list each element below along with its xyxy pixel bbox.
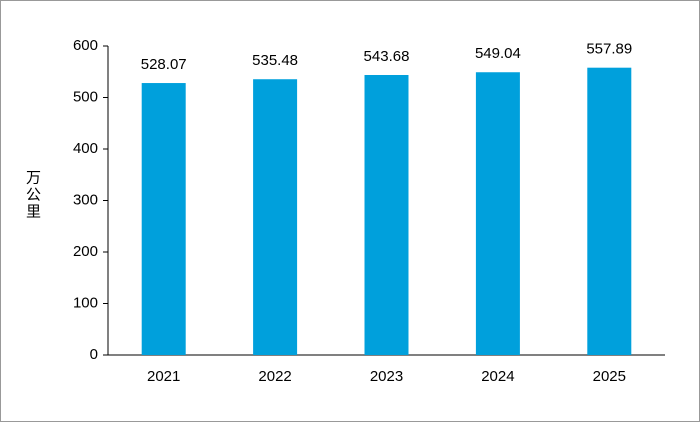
x-tick-label: 2023 bbox=[370, 368, 403, 385]
value-label: 535.48 bbox=[252, 52, 298, 69]
y-tick-label: 0 bbox=[90, 346, 98, 363]
bar bbox=[253, 79, 298, 356]
value-label: 557.89 bbox=[586, 41, 632, 58]
bar bbox=[364, 75, 409, 356]
value-label: 549.04 bbox=[475, 45, 521, 62]
y-tick-label: 300 bbox=[73, 191, 98, 208]
x-tick-label: 2021 bbox=[147, 368, 180, 385]
x-tick-label: 2025 bbox=[593, 368, 626, 385]
y-tick-label: 400 bbox=[73, 140, 98, 157]
bar bbox=[475, 72, 520, 356]
y-tick-label: 600 bbox=[73, 37, 98, 54]
bar bbox=[587, 67, 632, 356]
y-tick-label: 100 bbox=[73, 294, 98, 311]
y-tick-label: 500 bbox=[73, 88, 98, 105]
value-label: 528.07 bbox=[141, 56, 187, 73]
y-axis-label: 万公里 bbox=[24, 170, 41, 221]
y-tick-label: 200 bbox=[73, 243, 98, 260]
bar bbox=[141, 83, 186, 356]
x-tick-label: 2024 bbox=[481, 368, 514, 385]
x-tick-label: 2022 bbox=[258, 368, 291, 385]
value-label: 543.68 bbox=[364, 48, 410, 65]
